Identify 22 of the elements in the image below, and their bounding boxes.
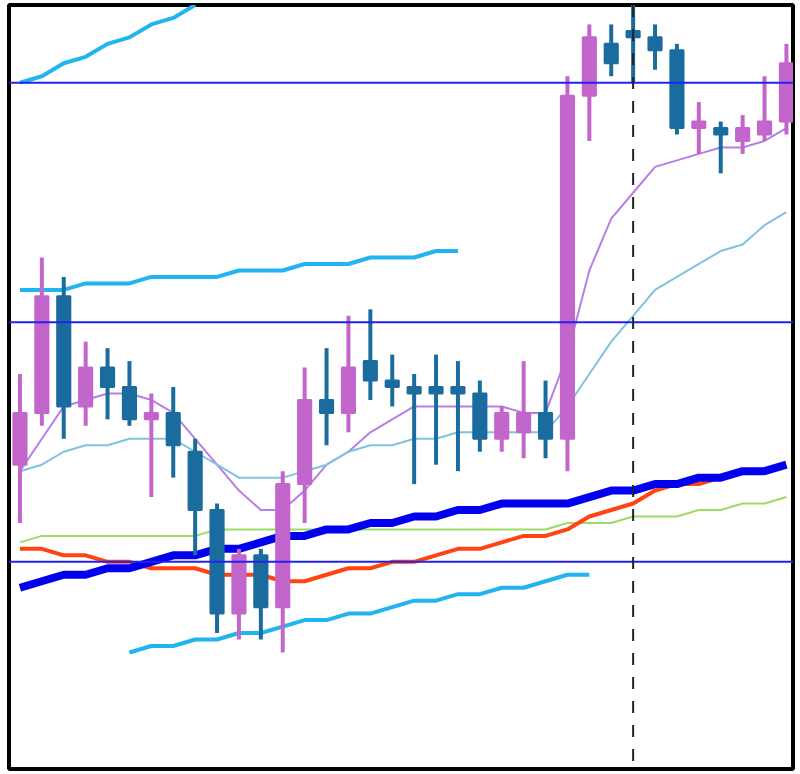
candlestick (99, 346, 116, 422)
candlestick (537, 378, 554, 461)
candlestick (735, 113, 751, 156)
candlestick (450, 359, 466, 474)
candlestick (340, 313, 357, 435)
candlestick (384, 352, 400, 409)
candlestick (428, 352, 444, 467)
candlestick (78, 339, 94, 428)
candlestick (516, 359, 532, 461)
candlestick (318, 346, 335, 448)
candlestick (756, 74, 773, 143)
candlestick (362, 307, 378, 402)
candlestick (691, 100, 707, 156)
candlestick (472, 378, 488, 454)
candlestick (121, 359, 138, 428)
candlestick (713, 119, 729, 176)
candlestick (165, 385, 181, 480)
candlestick (647, 22, 663, 72)
candlestick (143, 391, 159, 500)
candlestick (603, 22, 619, 79)
candlestick (406, 372, 422, 487)
candlestick (494, 404, 510, 454)
